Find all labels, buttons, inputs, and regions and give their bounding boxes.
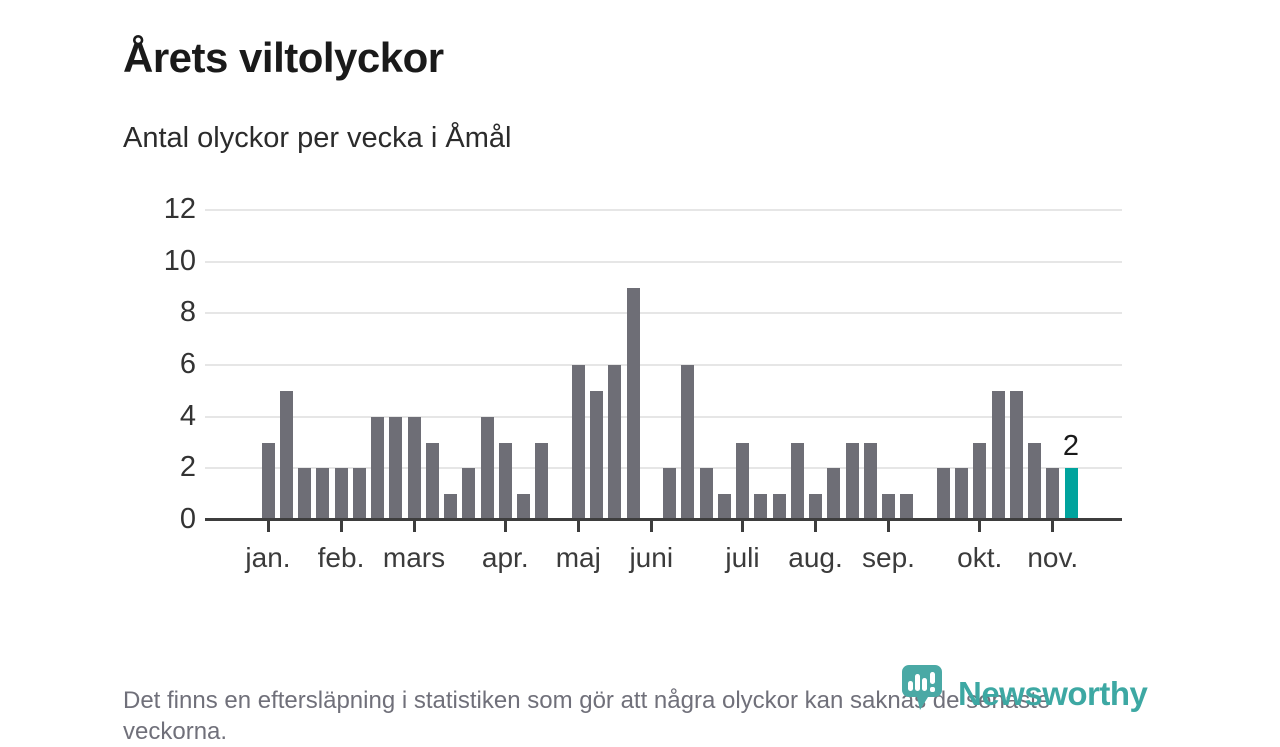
x-axis-line: [205, 518, 1122, 521]
bar-week-44: [1046, 468, 1060, 520]
bar-week-15: [517, 494, 530, 520]
bar-week-25: [699, 468, 713, 520]
x-axis-label-juni: juni: [629, 542, 674, 573]
x-tick-sep: [887, 521, 890, 532]
x-axis-label-apr: apr.: [481, 542, 529, 573]
x-tick-maj: [576, 521, 580, 532]
x-axis-label-nov: nov.: [1027, 542, 1079, 573]
bar-week-9: [407, 416, 421, 520]
y-axis-label-2: 2: [179, 451, 196, 484]
bar-week-21: [626, 287, 640, 520]
bar-week-5: [334, 468, 348, 520]
bar-week-6: [352, 468, 366, 520]
y-axis-label-6: 6: [179, 348, 196, 381]
x-axis-label-aug: aug.: [788, 542, 843, 573]
bar-week-41: [991, 390, 1005, 520]
x-axis-label-okt: okt.: [957, 542, 1003, 573]
bar-week-39: [955, 468, 968, 520]
x-axis-label-mars: mars: [382, 542, 446, 573]
bar-week-34: [863, 442, 877, 520]
x-axis-label-juli: juli: [725, 542, 760, 573]
bar-week-14: [498, 442, 512, 520]
bar-week-30: [790, 442, 804, 520]
bar-week-31: [809, 494, 822, 520]
bar-week-35: [882, 494, 895, 520]
y-axis-label-4: 4: [179, 399, 196, 432]
y-axis-label-8: 8: [179, 296, 196, 329]
bar-week-4: [316, 468, 330, 520]
x-tick-okt: [978, 521, 982, 532]
x-tick-apr: [503, 521, 507, 532]
y-axis-label-10: 10: [163, 244, 196, 277]
bar-week-26: [717, 494, 731, 520]
last-bar-value-label: 2: [1062, 430, 1080, 463]
x-axis-label-sep: sep.: [862, 542, 915, 573]
gridline-y-10: [205, 260, 1122, 263]
bar-week-24: [681, 365, 695, 520]
bar-chart: 0 2 4 6 8 10 12 jan. feb. mars apr. maj juni juli aug.…: [163, 193, 1122, 573]
bar-week-23: [663, 468, 676, 520]
bar-week-38: [936, 468, 950, 520]
bar-week-3: [298, 468, 311, 520]
x-tick-aug: [814, 521, 817, 532]
bar-week-12: [462, 468, 476, 520]
x-tick-feb: [339, 521, 343, 532]
bar-week-20: [608, 365, 622, 520]
x-axis-label-jan: jan.: [245, 542, 291, 573]
gridline-y-12: [205, 209, 1122, 212]
bar-week-1: [261, 442, 275, 520]
x-tick-juli: [741, 521, 744, 532]
bar-week-7: [371, 416, 384, 520]
bar-week-16: [535, 442, 549, 520]
y-axis-label-12: 12: [163, 193, 196, 226]
chart-title: Årets viltolyckor: [123, 34, 444, 82]
x-tick-juni: [649, 521, 653, 532]
bar-week-8: [389, 416, 403, 520]
chart-subtitle: Antal olyckor per vecka i Åmål: [123, 122, 512, 154]
gridline-y-8: [205, 312, 1122, 315]
gridline-y-6: [205, 364, 1122, 367]
bar-week-33: [845, 442, 859, 520]
x-tick-mars: [412, 521, 416, 532]
x-tick-jan: [266, 521, 270, 532]
x-axis-label-maj: maj: [555, 542, 601, 573]
bar-week-27: [736, 442, 749, 520]
bar-week-32: [827, 468, 841, 520]
bar-week-19: [590, 390, 603, 520]
newsworthy-logo-icon: [902, 665, 942, 710]
bar-week-29: [772, 494, 786, 520]
x-tick-nov: [1051, 521, 1055, 532]
bar-week-28: [754, 494, 768, 520]
bar-week-45: [1064, 468, 1078, 520]
bar-week-36: [900, 494, 914, 520]
bar-week-42: [1009, 390, 1023, 520]
bar-week-11: [444, 494, 457, 520]
gridline-y-4: [205, 415, 1122, 418]
newsworthy-logo: Newsworthy: [901, 664, 1148, 720]
bar-week-18: [571, 365, 585, 520]
bar-week-40: [973, 442, 987, 520]
newsworthy-logo-text: Newsworthy: [958, 675, 1148, 712]
bar-week-2: [279, 390, 293, 520]
y-axis-label-0: 0: [179, 503, 196, 535]
bar-week-10: [425, 442, 439, 520]
bar-week-43: [1028, 442, 1041, 520]
x-axis-label-feb: feb.: [317, 542, 365, 573]
bar-week-13: [480, 416, 494, 520]
